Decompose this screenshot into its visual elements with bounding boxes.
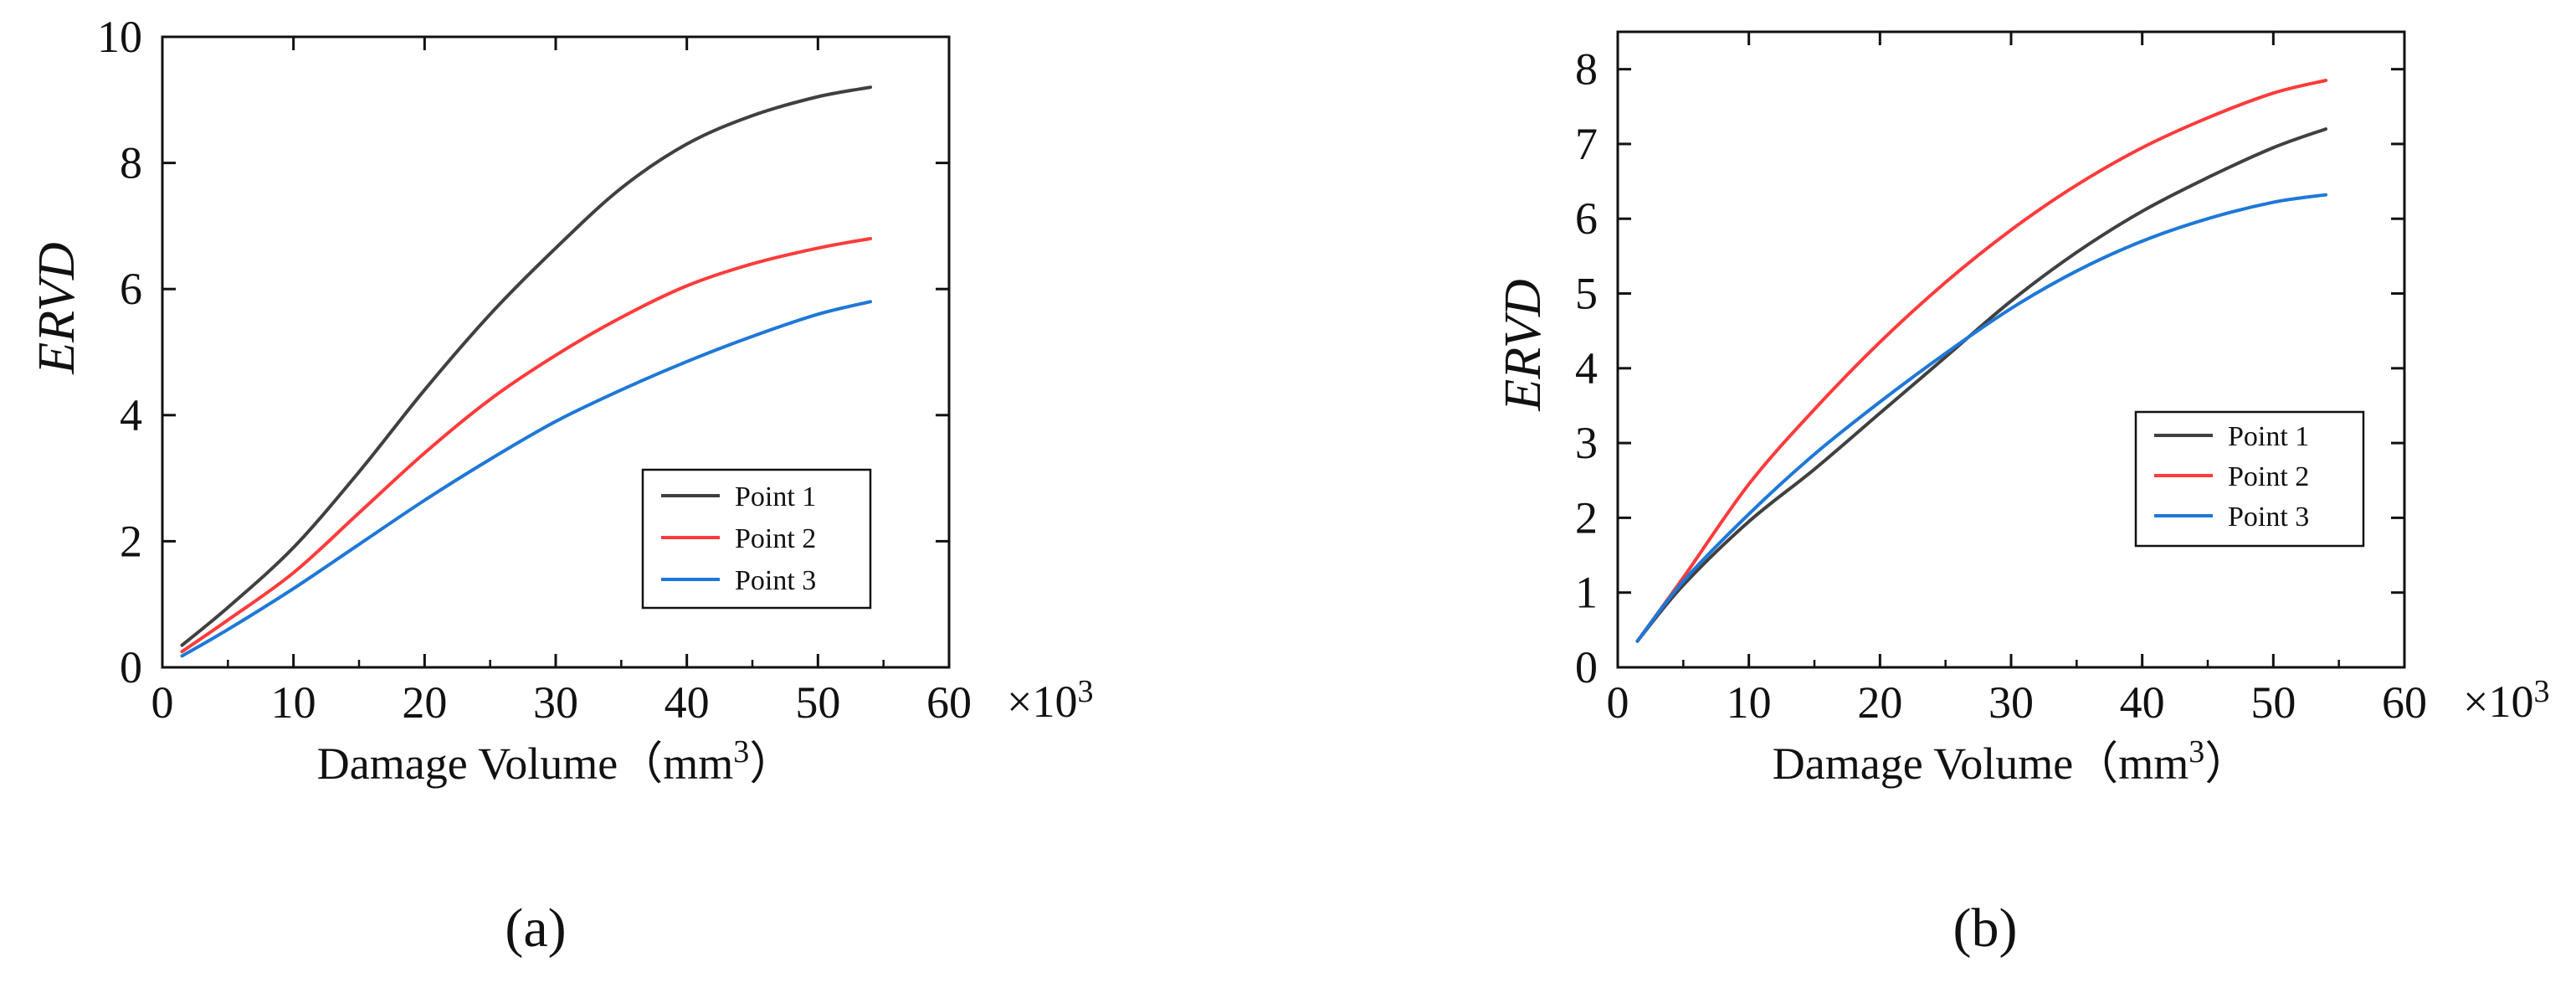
panel-label-b: (b) <box>1953 898 2018 959</box>
y-tick-label: 1 <box>1575 568 1598 618</box>
y-tick-label: 10 <box>97 12 142 62</box>
legend-label-point-3: Point 3 <box>735 565 816 596</box>
legend-label-point-2: Point 2 <box>2228 461 2309 492</box>
legend-b: Point 1 Point 2 Point 3 <box>2136 412 2363 546</box>
x-tick-label: 30 <box>1988 677 2034 728</box>
x-multiplier-b: ×103 <box>2463 674 2549 727</box>
x-multiplier-a: ×103 <box>1007 674 1093 727</box>
y-tick-label: 5 <box>1575 269 1598 319</box>
x-tick-label: 20 <box>402 677 447 728</box>
x-tick-label: 40 <box>2120 677 2165 728</box>
y-tick-label: 4 <box>120 390 142 440</box>
y-ticks-b: 0 1 2 3 4 5 6 7 8 <box>1575 44 2404 692</box>
x-tick-label: 60 <box>2382 677 2427 728</box>
series-line-point-2 <box>1638 80 2327 641</box>
legend-label-point-1: Point 1 <box>735 481 816 512</box>
y-tick-label: 2 <box>1575 492 1598 543</box>
x-axis-title-b: Damage Volume（mm3） <box>1773 734 2250 789</box>
chart-panel-a: 0 10 20 30 40 50 60 0 2 4 6 8 10 ×103 Damage Volume… <box>28 12 1093 959</box>
x-axis-title-a: Damage Volume（mm3） <box>317 734 794 789</box>
y-tick-label: 3 <box>1575 418 1598 468</box>
x-tick-label: 30 <box>533 677 578 728</box>
y-tick-label: 0 <box>120 642 142 692</box>
y-tick-label: 6 <box>120 264 142 314</box>
plot-frame-b <box>1618 32 2404 667</box>
legend-a: Point 1 Point 2 Point 3 <box>643 470 870 608</box>
y-tick-label: 0 <box>1575 642 1598 692</box>
chart-panel-b: 0 10 20 30 40 50 60 0 1 2 3 4 5 6 7 8 ×103 Damage Volu… <box>1495 32 2549 959</box>
y-tick-label: 8 <box>1575 44 1598 95</box>
y-axis-title-a: ERVD <box>28 242 85 374</box>
x-tick-label: 40 <box>665 677 710 728</box>
series-line-point-1 <box>1638 129 2327 641</box>
legend-label-point-2: Point 2 <box>735 523 816 554</box>
x-tick-label: 60 <box>926 677 972 728</box>
panel-label-a: (a) <box>505 898 566 959</box>
x-tick-label: 0 <box>1607 677 1629 728</box>
y-tick-label: 4 <box>1575 343 1598 394</box>
legend-label-point-1: Point 1 <box>2228 421 2309 452</box>
y-tick-label: 8 <box>120 138 142 188</box>
y-tick-label: 2 <box>120 516 142 566</box>
x-tick-label: 50 <box>2250 677 2296 728</box>
x-tick-label: 20 <box>1857 677 1902 728</box>
legend-label-point-3: Point 3 <box>2228 502 2309 533</box>
series-lines-b <box>1638 80 2327 641</box>
x-ticks-a: 0 10 20 30 40 50 60 <box>151 37 972 728</box>
y-axis-title-b: ERVD <box>1495 279 1552 411</box>
x-tick-label: 10 <box>1727 677 1772 728</box>
y-tick-label: 7 <box>1575 119 1598 169</box>
y-tick-label: 6 <box>1575 193 1598 244</box>
x-tick-label: 10 <box>271 677 316 728</box>
x-tick-label: 0 <box>151 677 174 728</box>
x-tick-label: 50 <box>795 677 840 728</box>
